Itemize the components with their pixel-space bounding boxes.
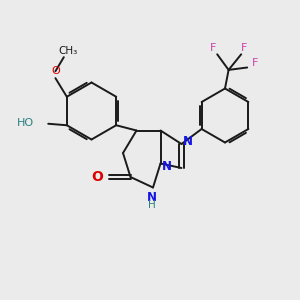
Text: N: N [183, 135, 193, 148]
Text: CH₃: CH₃ [58, 46, 78, 56]
Text: F: F [241, 43, 247, 53]
Text: N: N [146, 190, 157, 204]
Text: HO: HO [17, 118, 34, 128]
Text: O: O [92, 170, 104, 184]
Text: F: F [252, 58, 258, 68]
Text: N: N [162, 160, 172, 173]
Text: F: F [210, 43, 216, 53]
Text: O: O [51, 66, 60, 76]
Text: H: H [148, 200, 155, 211]
